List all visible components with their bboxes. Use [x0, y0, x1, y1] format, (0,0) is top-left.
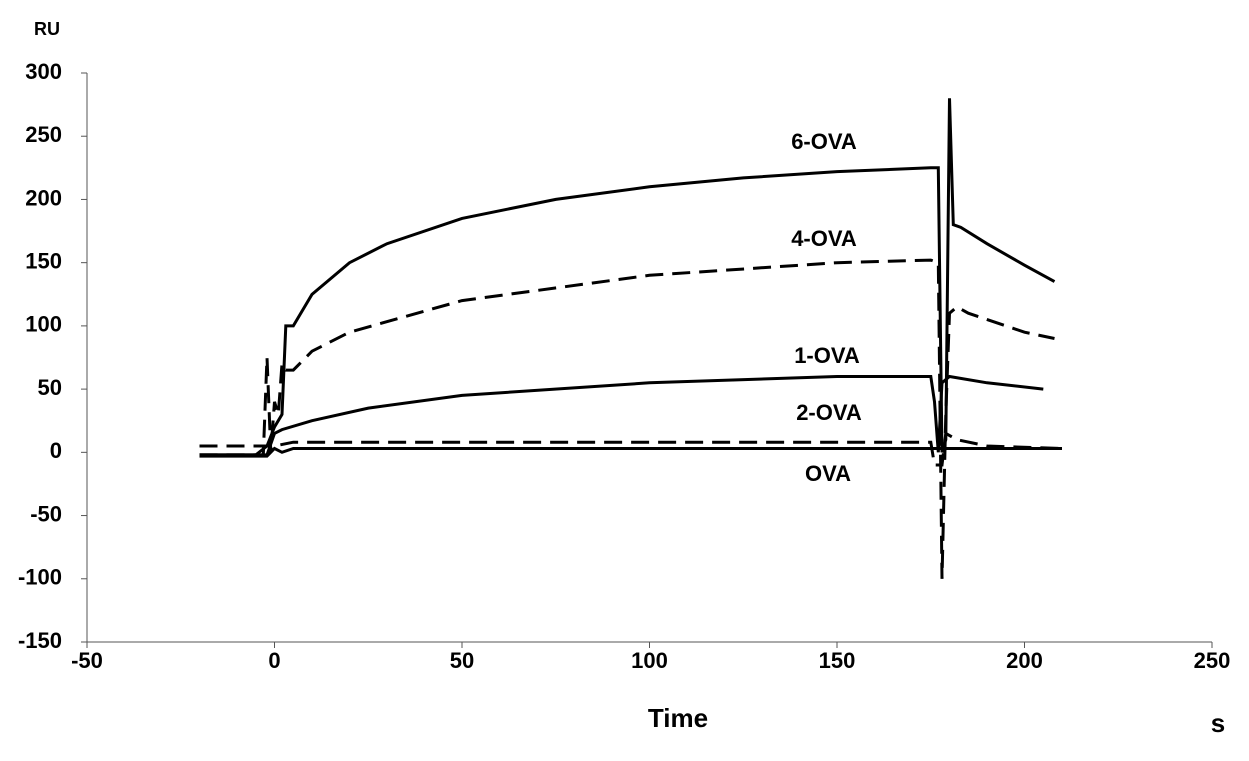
y-tick-label: -50 [30, 501, 62, 526]
series-label: 6-OVA [791, 129, 857, 154]
series-line [199, 98, 1056, 457]
series-line [199, 374, 1044, 457]
y-tick-label: 200 [25, 185, 62, 210]
y-tick-label: 50 [38, 375, 62, 400]
x-tick-label: -50 [71, 648, 103, 673]
series-line [199, 258, 1055, 579]
series-label: 1-OVA [794, 343, 860, 368]
x-axis-unit: s [1211, 708, 1225, 738]
x-tick-label: 150 [819, 648, 856, 673]
y-tick-label: -150 [18, 628, 62, 653]
y-tick-label: 100 [25, 312, 62, 337]
series-line [199, 446, 1062, 458]
y-tick-label: -100 [18, 565, 62, 590]
series-line [199, 430, 1063, 467]
series-label: OVA [805, 461, 851, 486]
series-label: 2-OVA [796, 400, 862, 425]
y-tick-label: 300 [25, 59, 62, 84]
x-tick-label: 200 [1006, 648, 1043, 673]
x-axis-label: Time [648, 703, 708, 733]
series-label: 4-OVA [791, 226, 857, 251]
x-tick-label: 50 [450, 648, 474, 673]
y-axis-label: RU [34, 19, 60, 39]
y-tick-label: 150 [25, 248, 62, 273]
y-tick-label: 0 [50, 438, 62, 463]
x-tick-label: 250 [1194, 648, 1231, 673]
x-tick-label: 100 [631, 648, 668, 673]
y-tick-label: 250 [25, 122, 62, 147]
x-tick-label: 0 [268, 648, 280, 673]
